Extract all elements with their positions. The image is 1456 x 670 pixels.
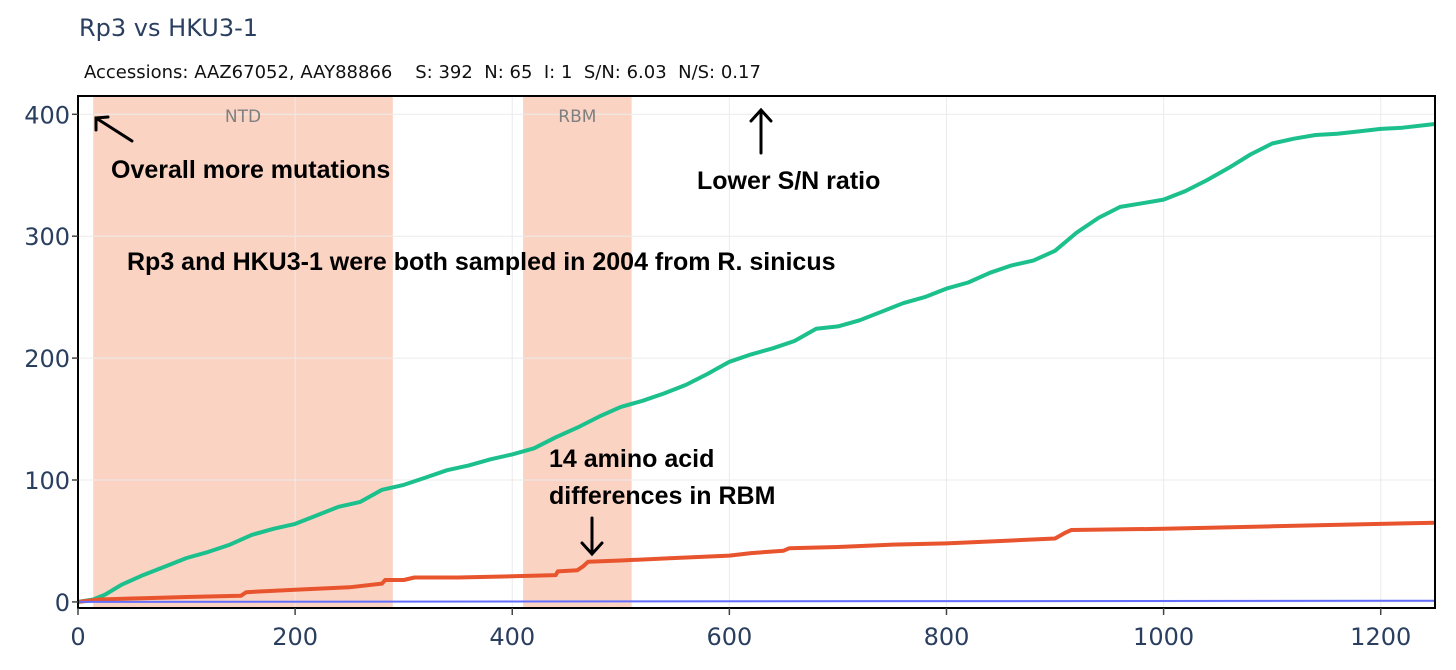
region-label-rbm: RBM <box>558 107 596 127</box>
x-tick-label: 1000 <box>1133 623 1194 651</box>
x-tick-label: 400 <box>489 623 535 651</box>
region-ntd <box>93 96 393 608</box>
annotation-lower-sn: Lower S/N ratio <box>697 167 880 195</box>
arrow-down-icon <box>580 516 604 557</box>
annotation-overall-mutations: Overall more mutations <box>111 156 390 184</box>
y-tick-label: 100 <box>24 467 70 495</box>
region-label-ntd: NTD <box>225 107 261 127</box>
region-rbm <box>523 96 632 608</box>
x-tick-label: 600 <box>706 623 752 651</box>
plot-frame <box>77 95 1436 609</box>
annotation-rbm-line1: 14 amino acid <box>549 445 714 473</box>
x-tick-label: 1200 <box>1350 623 1411 651</box>
x-tick-label: 200 <box>272 623 318 651</box>
y-tick-label: 300 <box>24 223 70 251</box>
chart-title: Rp3 vs HKU3-1 <box>79 14 259 42</box>
y-tick-label: 400 <box>24 101 70 129</box>
ticks-layer: 0 200 400 600 800 1000 1200 0 100 200 300 400 <box>24 101 1411 651</box>
y-tick-label: 200 <box>24 345 70 373</box>
y-tick-label: 0 <box>55 589 70 617</box>
x-tick-label: 800 <box>924 623 970 651</box>
series-line-i <box>78 599 1435 603</box>
series-line-s <box>78 122 1435 604</box>
series-line-n <box>78 520 1435 604</box>
regions-layer <box>93 96 632 608</box>
chart-subtitle: Accessions: AAZ67052, AAY88866 S: 392 N:… <box>84 62 761 83</box>
x-tick-label: 0 <box>70 623 85 651</box>
annotation-rbm-line2: differences in RBM <box>549 482 775 510</box>
arrow-up-icon <box>749 107 773 155</box>
annotation-sampled-2004: Rp3 and HKU3-1 were both sampled in 2004… <box>127 248 836 276</box>
arrow-up-left-icon <box>94 115 134 143</box>
series-layer <box>78 122 1435 604</box>
